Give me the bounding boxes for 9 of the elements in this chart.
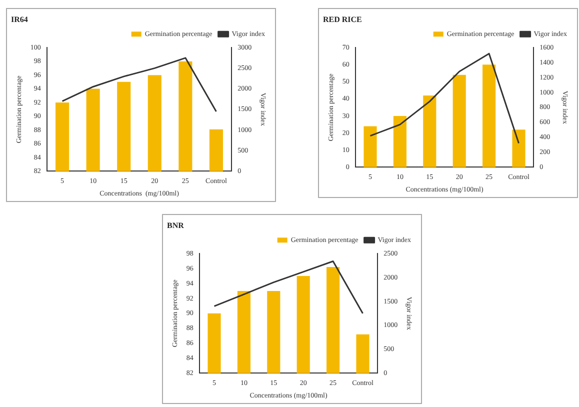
chart-title: RED RICE — [323, 14, 362, 24]
bar — [364, 126, 377, 168]
bar — [512, 130, 526, 168]
chart-title: IR64 — [11, 14, 28, 24]
bar — [393, 116, 406, 168]
chart-title: BNR — [167, 220, 184, 230]
bar — [482, 64, 496, 168]
bar — [423, 95, 436, 168]
bar — [452, 74, 466, 168]
